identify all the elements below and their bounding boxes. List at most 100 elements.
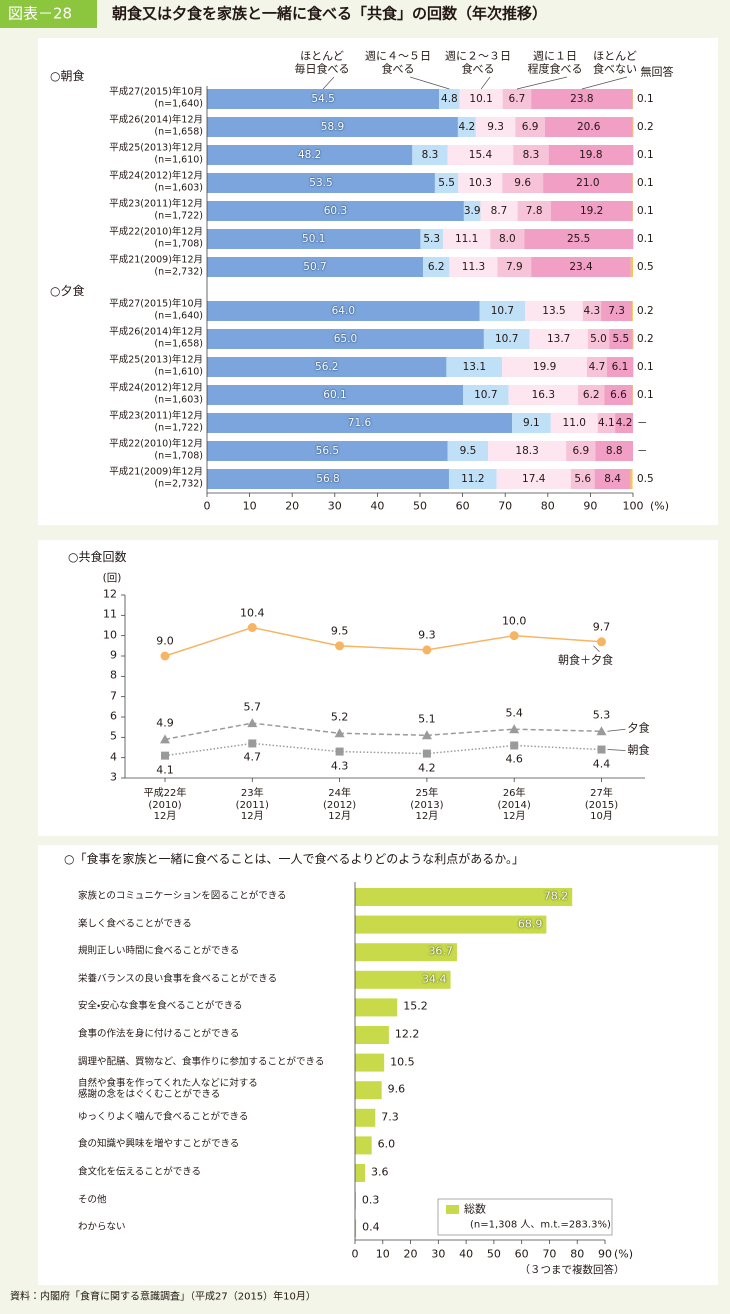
category-label: 平成25(2013)年12月 xyxy=(109,354,203,366)
value-label: 9.3 xyxy=(418,628,436,642)
x-tick-label: 20 xyxy=(403,1247,418,1261)
bar-segment xyxy=(447,441,489,461)
marker xyxy=(421,730,432,740)
category-label: 食文化を伝えることができる xyxy=(78,1166,202,1178)
value-label: 9.0 xyxy=(156,634,174,648)
marker xyxy=(247,718,258,728)
value-label: 10.1 xyxy=(469,92,493,105)
category-label: 平成22(2010)年12月 xyxy=(109,438,203,450)
value-label: 19.9 xyxy=(532,360,557,373)
y-tick-label: 7 xyxy=(110,689,117,703)
value-label: 25.5 xyxy=(566,232,591,245)
x-tick-label: 20 xyxy=(285,499,300,513)
value-label: 10.7 xyxy=(474,388,498,401)
bar-segment xyxy=(207,229,421,249)
value-label: 0.1 xyxy=(637,148,654,161)
value-label: 10.0 xyxy=(501,614,527,628)
x-tick-label: 0 xyxy=(351,1247,359,1261)
x-tick-label: 40 xyxy=(370,499,385,513)
bar-segment xyxy=(447,145,514,165)
value-label: 9.7 xyxy=(592,620,611,634)
series-label: 朝食 xyxy=(627,743,650,757)
value-label: 50.7 xyxy=(303,260,327,273)
legend-label: 無回答 xyxy=(640,65,674,79)
marker xyxy=(597,637,606,647)
value-label: 7.3 xyxy=(608,304,625,317)
leader-line xyxy=(607,749,626,751)
x-tick-label: 50 xyxy=(413,499,427,513)
legend-swatch xyxy=(446,1205,459,1214)
bar xyxy=(355,1053,385,1072)
n-label: (n=1,603) xyxy=(154,394,203,406)
bar-segment xyxy=(570,469,595,489)
value-label: 21.0 xyxy=(576,176,600,189)
n-label: (n=1,658) xyxy=(154,126,203,138)
value-label: 18.3 xyxy=(515,444,539,457)
category-label: わからない xyxy=(78,1221,126,1233)
x-tick-label: 26年 (2014) 12月 xyxy=(497,787,531,822)
bar xyxy=(355,888,573,906)
marker xyxy=(335,747,344,756)
value-label: 5.6 xyxy=(574,472,592,485)
leader-line xyxy=(516,76,568,90)
bar xyxy=(355,1191,356,1210)
value-label: 4.3 xyxy=(583,304,601,317)
bar-segment xyxy=(550,201,633,221)
value-label: 3.6 xyxy=(371,1165,389,1179)
x-tick-label: 40 xyxy=(459,1247,474,1261)
y-tick-label: 3 xyxy=(110,770,117,784)
bar-segment xyxy=(548,145,633,165)
leader-line xyxy=(409,76,450,90)
x-tick-label: 70 xyxy=(498,499,513,513)
value-label: 11.0 xyxy=(562,416,586,429)
category-label: 平成27(2015)年10月 xyxy=(109,86,203,98)
value-label: 0.5 xyxy=(637,260,654,273)
value-label: 8.8 xyxy=(605,444,623,457)
marker xyxy=(422,645,432,655)
value-label: 11.3 xyxy=(461,260,486,273)
value-label: 23.8 xyxy=(570,92,594,105)
bar-segment xyxy=(207,89,440,109)
n-label: (n=1,722) xyxy=(154,422,203,434)
value-label: 50.1 xyxy=(302,232,326,245)
value-label: 13.1 xyxy=(462,360,487,373)
bar-segment xyxy=(412,145,448,165)
bar-segment xyxy=(502,173,544,193)
category-label: 平成24(2012)年12月 xyxy=(109,170,203,182)
bar xyxy=(355,1219,357,1238)
bar-segment xyxy=(207,469,449,489)
category-label: 食事の作法を身に付けることができる xyxy=(78,1028,240,1040)
marker xyxy=(334,728,345,738)
bar-segment xyxy=(582,301,602,321)
value-label: 9.5 xyxy=(459,444,477,457)
x-tick-label: 30 xyxy=(431,1247,446,1261)
source: 資料：内閣府「食育に関する意識調査」（平成27（2015）年10月） xyxy=(10,1291,316,1303)
value-label: 6.7 xyxy=(508,92,526,105)
value-label: 0.5 xyxy=(637,472,654,485)
value-label: 6.6 xyxy=(610,388,627,401)
value-label: 23.4 xyxy=(569,260,593,273)
header-badge xyxy=(0,0,97,28)
series-label: 夕食 xyxy=(627,721,650,735)
value-label: 15.4 xyxy=(468,148,493,161)
bar-segment xyxy=(594,469,631,489)
value-label: 20.6 xyxy=(576,120,601,133)
value-label: 56.2 xyxy=(315,360,339,373)
x-tick-label: 60 xyxy=(455,499,470,513)
category-label: 調理や配膳、買物など、食事作りに参加することができる xyxy=(78,1056,325,1068)
bar-segment xyxy=(457,117,476,137)
bar-segment xyxy=(502,89,532,109)
leader-line xyxy=(480,76,491,90)
value-label: 0.2 xyxy=(637,332,654,345)
bar-segment xyxy=(529,329,588,349)
value-label: 56.5 xyxy=(315,444,340,457)
y-axis-unit: (回) xyxy=(102,571,122,584)
bar-segment xyxy=(207,329,484,349)
y-tick-label: 5 xyxy=(110,730,117,744)
bar-segment xyxy=(490,229,525,249)
bar-segment xyxy=(446,357,503,377)
value-label: 13.7 xyxy=(546,332,571,345)
header-label: 図表－28 xyxy=(8,4,73,23)
axis-unit: (%) xyxy=(614,1247,634,1261)
marker xyxy=(160,734,170,744)
